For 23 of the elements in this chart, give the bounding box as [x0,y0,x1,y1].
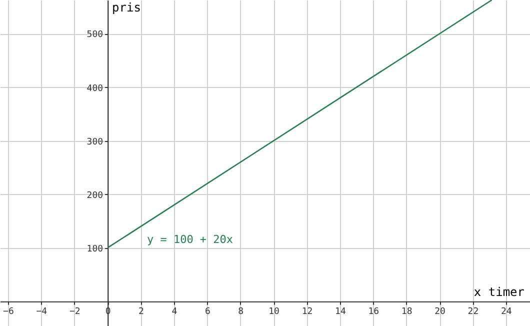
x-tick-label: 6 [204,306,210,317]
x-tick-label: 12 [302,306,313,317]
x-tick-label: 16 [368,306,380,317]
x-tick-label: 10 [268,306,280,317]
x-tick-label: 24 [501,306,512,317]
x-tick-label: 18 [401,306,412,317]
y-tick-label: 400 [86,84,104,94]
x-axis-title: x timer [474,284,524,299]
y-tick-label: 500 [86,30,104,40]
x-tick-label: −6 [3,306,14,317]
x-tick-label: −2 [69,306,80,317]
x-tick-label: 14 [335,306,346,317]
x-tick-label: 2 [138,306,144,317]
y-tick-label: 200 [86,190,104,201]
annotation: y = 100 + 20x [146,233,234,246]
y-tick-label: 300 [86,137,104,148]
x-tick-label: 22 [468,306,479,317]
x-tick-label: 4 [172,306,178,317]
y-axis-title: pris [112,0,141,14]
x-tick-label: 20 [434,306,446,317]
y-tick-label: 100 [86,244,104,254]
x-tick-label: 8 [238,306,244,317]
x-tick-label: −4 [36,306,48,317]
